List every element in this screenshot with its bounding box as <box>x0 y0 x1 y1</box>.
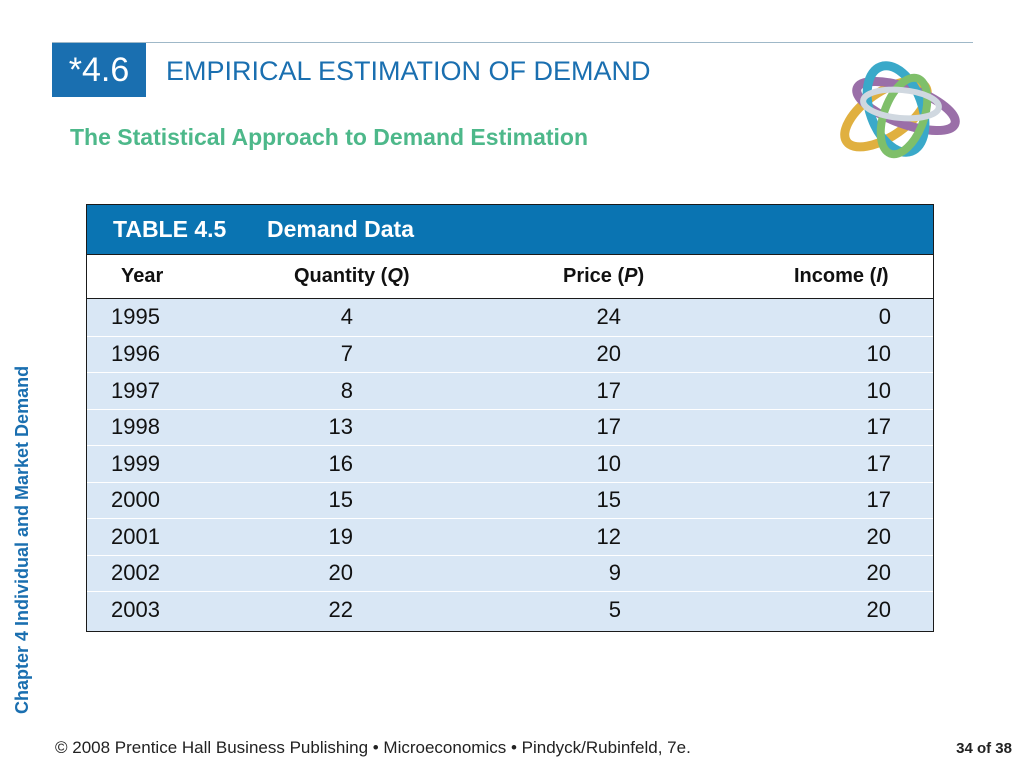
cell-income: 20 <box>866 596 891 622</box>
slide-subtitle: The Statistical Approach to Demand Estim… <box>70 124 589 150</box>
table-row: 1999 16 10 17 <box>87 445 933 482</box>
cell-quantity: 20 <box>328 560 353 586</box>
table-row: 1995 4 24 0 <box>87 299 933 336</box>
table-row: 2000 15 15 17 <box>87 481 933 519</box>
cell-income: 17 <box>866 487 891 513</box>
cell-year: 1997 <box>111 377 160 403</box>
cell-income: 17 <box>866 450 891 476</box>
cell-quantity: 4 <box>340 304 353 330</box>
cell-year: 2001 <box>111 523 160 549</box>
header-income: Income (I) <box>794 265 889 287</box>
cell-year: 1999 <box>111 450 160 476</box>
cell-price: 24 <box>596 304 621 330</box>
table-row: 2003 22 5 20 <box>87 591 933 628</box>
cell-year: 2002 <box>111 560 160 586</box>
table-row: 1998 13 17 17 <box>87 408 933 446</box>
footer-copyright: © 2008 Prentice Hall Business Publishing… <box>55 738 691 757</box>
cell-quantity: 8 <box>340 377 353 403</box>
header-year: Year <box>121 265 164 287</box>
cell-price: 20 <box>596 341 621 367</box>
cell-quantity: 22 <box>328 596 353 622</box>
cell-income: 20 <box>866 523 891 549</box>
cell-price: 9 <box>608 560 621 586</box>
demand-data-table: TABLE 4.5 Demand Data Year Quantity (Q) … <box>86 204 934 632</box>
table-title: Demand Data <box>267 216 414 242</box>
cell-quantity: 19 <box>328 523 353 549</box>
header-price: Price (P) <box>563 265 645 287</box>
table-header-row: Year Quantity (Q) Price (P) Income (I) <box>87 254 933 299</box>
cell-price: 10 <box>596 450 621 476</box>
cell-year: 1996 <box>111 341 160 367</box>
table-number: TABLE 4.5 <box>113 216 227 242</box>
table-row: 1996 7 20 10 <box>87 335 933 373</box>
interlocking-rings-logo-icon <box>840 61 960 159</box>
cell-year: 1995 <box>111 304 160 330</box>
cell-price: 12 <box>596 523 621 549</box>
cell-income: 0 <box>878 304 891 330</box>
cell-price: 5 <box>608 596 621 622</box>
cell-income: 17 <box>866 414 891 440</box>
header-rule <box>52 42 973 43</box>
cell-income: 20 <box>866 560 891 586</box>
table-row: 2001 19 12 20 <box>87 518 933 555</box>
cell-quantity: 13 <box>328 414 353 440</box>
page-number: 34 of 38 <box>956 740 1012 757</box>
cell-quantity: 7 <box>340 341 353 367</box>
chapter-side-label: Chapter 4 Individual and Market Demand <box>12 365 32 714</box>
table-row: 1997 8 17 10 <box>87 372 933 409</box>
header-quantity: Quantity (Q) <box>294 265 410 287</box>
cell-year: 1998 <box>111 414 160 440</box>
cell-year: 2003 <box>111 596 160 622</box>
cell-price: 17 <box>596 377 621 403</box>
section-number-badge: *4.6 <box>52 43 146 97</box>
cell-quantity: 15 <box>328 487 353 513</box>
cell-price: 17 <box>596 414 621 440</box>
slide-title: EMPIRICAL ESTIMATION OF DEMAND <box>166 56 651 86</box>
cell-income: 10 <box>866 377 891 403</box>
table-row: 2002 20 9 20 <box>87 554 933 592</box>
table-caption: TABLE 4.5 Demand Data <box>87 205 933 254</box>
cell-quantity: 16 <box>328 450 353 476</box>
cell-year: 2000 <box>111 487 160 513</box>
cell-income: 10 <box>866 341 891 367</box>
cell-price: 15 <box>596 487 621 513</box>
